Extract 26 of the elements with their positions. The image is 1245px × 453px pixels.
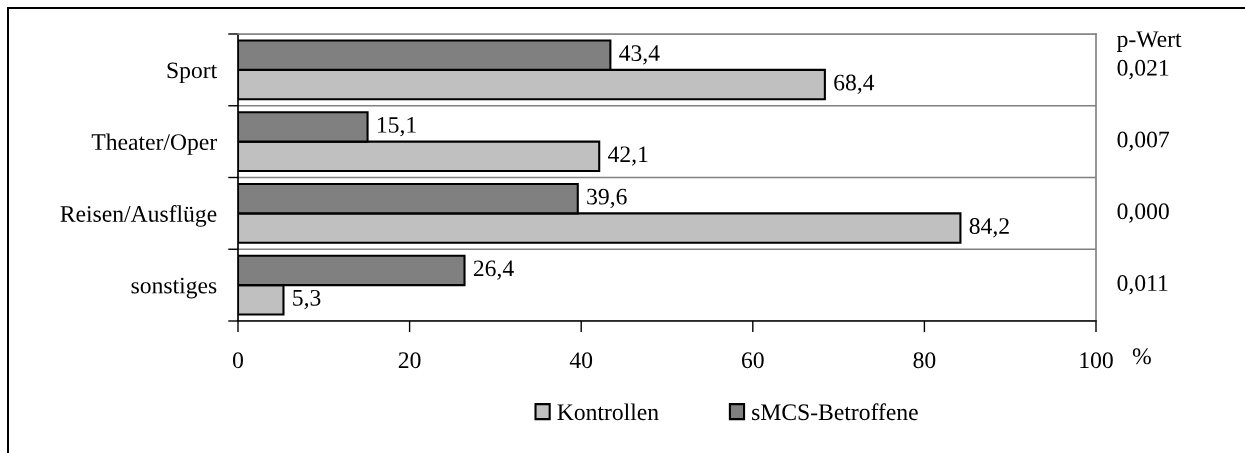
data-label: 84,2 bbox=[969, 218, 1009, 238]
data-label: 26,4 bbox=[473, 260, 514, 280]
x-tick-label: 100 bbox=[1080, 352, 1113, 369]
legend-label: sMCS-Betroffene bbox=[752, 403, 918, 421]
text: p-Wert bbox=[1116, 31, 1182, 52]
text: 0,007 bbox=[1117, 131, 1170, 151]
data-label: 68,4 bbox=[834, 74, 875, 94]
legend-label: Kontrollen bbox=[557, 403, 659, 421]
y-tick-label: Sport bbox=[167, 62, 218, 84]
x-tick-label: 40 bbox=[569, 352, 593, 369]
data-label: 43,4 bbox=[619, 45, 660, 65]
x-tick-label: 60 bbox=[742, 352, 764, 369]
text: 0,021 bbox=[1117, 59, 1169, 80]
y-tick-label: Reisen/Ausflüge bbox=[60, 205, 217, 227]
x-tick-label: 80 bbox=[913, 352, 936, 369]
data-label: 15,1 bbox=[377, 117, 416, 137]
text: 0,011 bbox=[1117, 275, 1168, 295]
data-label: 5,3 bbox=[293, 289, 321, 310]
y-tick-label: sonstiges bbox=[131, 277, 217, 299]
data-label: 39,6 bbox=[587, 188, 627, 208]
x-axis-title: % bbox=[1132, 348, 1151, 365]
text: 0,000 bbox=[1117, 203, 1169, 223]
x-tick-label: 20 bbox=[398, 352, 421, 369]
y-tick-label: Theater/Oper bbox=[91, 133, 217, 155]
data-label: 42,1 bbox=[608, 146, 648, 166]
x-tick-label: 0 bbox=[233, 352, 243, 369]
